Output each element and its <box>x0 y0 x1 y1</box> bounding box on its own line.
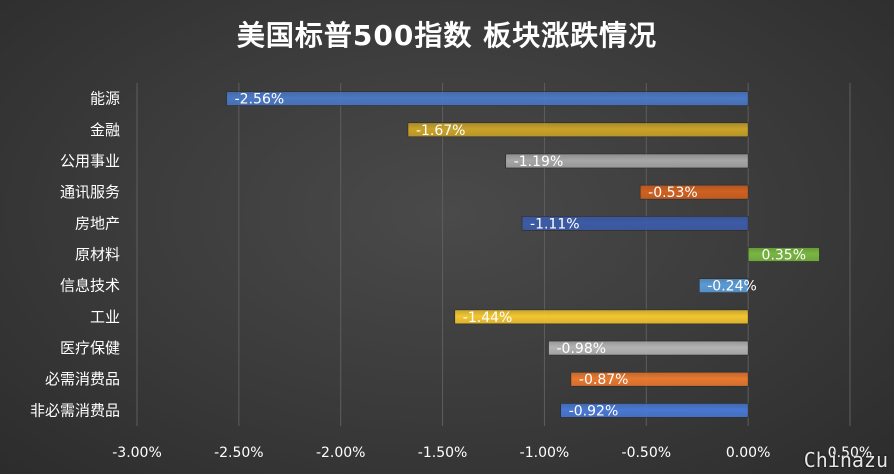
category-label: 医疗保健 <box>60 339 120 357</box>
bar <box>407 122 749 138</box>
data-label: -0.53% <box>648 185 698 201</box>
x-tick-label: -3.00% <box>112 445 162 461</box>
bar <box>454 309 749 325</box>
category-label: 金融 <box>90 121 120 139</box>
data-label: -1.19% <box>514 154 564 170</box>
x-tick-label: 0.00% <box>726 445 770 461</box>
category-label: 信息技术 <box>60 277 120 295</box>
bar <box>521 216 749 231</box>
x-tick-label: -2.50% <box>214 445 264 461</box>
bar <box>226 91 749 106</box>
bar <box>560 403 749 418</box>
category-label: 通讯服务 <box>60 183 120 201</box>
category-label: 房地产 <box>75 214 120 232</box>
watermark: Chinazu <box>803 448 888 472</box>
data-label: -1.44% <box>463 310 513 326</box>
bar <box>639 184 749 200</box>
data-label: -1.67% <box>416 123 466 139</box>
data-label: 0.35% <box>762 248 806 264</box>
x-tick-labels: -3.00% -2.50% -2.00% -1.50% -1.00% -0.50% 0.00… <box>112 445 872 461</box>
x-tick-label: -2.00% <box>316 445 366 461</box>
bar <box>505 153 749 169</box>
x-tick-label: -1.00% <box>520 445 570 461</box>
grid-lines <box>136 83 851 426</box>
category-label: 原材料 <box>75 246 120 264</box>
x-tick-label: -1.50% <box>418 445 468 461</box>
x-tick-label: 0.50% <box>828 445 872 461</box>
chart-title: 美国标普500指数 板块涨跌情况 <box>236 19 658 52</box>
data-label: -0.98% <box>557 341 607 357</box>
bar <box>548 340 749 356</box>
data-labels: -2.56% -1.67% -1.19% -0.53% -1.11% 0.35% -0.24… <box>235 92 806 420</box>
bar <box>570 371 749 387</box>
data-label: -0.24% <box>707 279 757 295</box>
bar <box>747 247 820 262</box>
category-label: 能源 <box>90 90 120 108</box>
category-label: 必需消费品 <box>45 370 120 388</box>
data-label: -0.92% <box>569 403 619 419</box>
bars <box>226 91 820 418</box>
category-label: 公用事业 <box>60 152 120 170</box>
category-label: 非必需消费品 <box>30 401 120 419</box>
data-label: -2.56% <box>235 92 285 108</box>
category-label: 工业 <box>90 308 120 326</box>
data-label: -0.87% <box>579 372 629 388</box>
data-label: -1.11% <box>530 216 580 232</box>
x-tick-label: -0.50% <box>622 445 672 461</box>
bar <box>698 278 749 293</box>
